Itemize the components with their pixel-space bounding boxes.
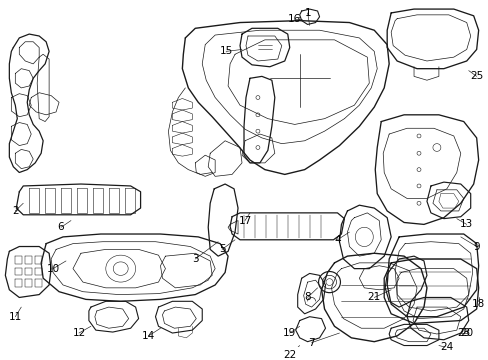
Text: 23: 23 <box>456 328 469 338</box>
Text: 16: 16 <box>287 14 301 24</box>
Text: 12: 12 <box>72 328 85 338</box>
Text: 13: 13 <box>459 219 472 229</box>
Text: 11: 11 <box>9 312 22 322</box>
Text: 14: 14 <box>142 331 155 341</box>
Text: 15: 15 <box>219 46 232 57</box>
Text: 10: 10 <box>46 264 60 274</box>
Text: 2: 2 <box>12 206 19 216</box>
Text: 17: 17 <box>238 216 251 226</box>
Text: 7: 7 <box>307 338 314 348</box>
Text: 6: 6 <box>58 222 64 232</box>
Text: 25: 25 <box>469 71 482 81</box>
Text: 8: 8 <box>304 292 310 302</box>
Text: 5: 5 <box>218 244 225 255</box>
Text: 19: 19 <box>283 328 296 338</box>
Text: 20: 20 <box>459 328 472 338</box>
Text: 24: 24 <box>439 342 452 352</box>
Text: 3: 3 <box>192 254 198 264</box>
Text: 21: 21 <box>367 292 380 302</box>
Text: 1: 1 <box>304 8 310 18</box>
Text: 9: 9 <box>472 242 479 252</box>
Text: 22: 22 <box>283 350 296 360</box>
Text: 4: 4 <box>333 235 340 245</box>
Text: 18: 18 <box>471 299 484 309</box>
